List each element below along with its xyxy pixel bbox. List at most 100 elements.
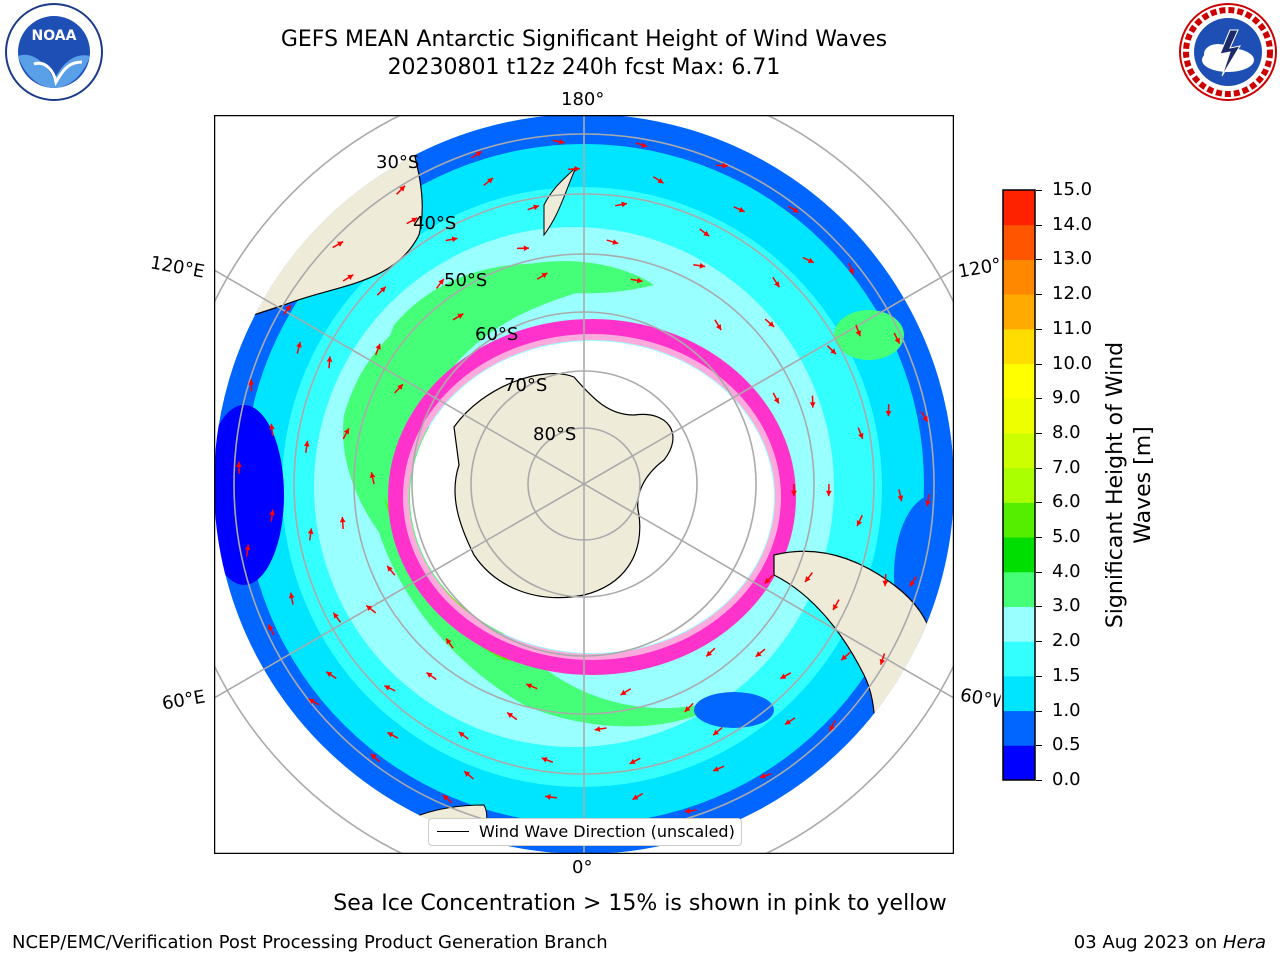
wind-arrow [791,484,797,496]
wind-arrow [772,392,780,404]
wind-arrow [342,274,354,282]
lat-label-60: 60°S [475,324,519,345]
colorbar-tick-mark [1036,363,1042,365]
wind-arrow [893,332,901,344]
wind-arrow [527,204,540,211]
wind-arrow [308,698,320,706]
wind-arrow [885,404,892,417]
wind-arrow [282,304,292,316]
colorbar-tick-mark [1036,675,1042,677]
colorbar-tick-mark [1036,467,1042,469]
wind-arrow [606,239,619,245]
colorbar-tick-label: 1.0 [1052,699,1081,721]
colorbar-bin [1003,328,1035,365]
colorbar-tick-mark [1036,571,1042,573]
wind-arrow [764,318,775,328]
wind-arrow [365,604,377,614]
wind-arrow [804,572,814,583]
wind-arrow [442,794,453,804]
wind-arrow [630,277,643,284]
colorbar-bin [1003,710,1035,746]
wind-arrow [809,395,816,408]
wind-arrow [715,162,728,169]
colorbar-bin [1003,363,1035,399]
wind-arrow [567,166,580,172]
wind-arrow [855,324,862,337]
wind-arrow [712,726,723,736]
chart-title: GEFS MEAN Antarctic Significant Height o… [280,27,888,52]
colorbar-tick-label: 5.0 [1052,526,1081,548]
colorbar-tick-label: 0.0 [1052,769,1081,790]
wind-arrow [517,245,530,252]
wind-arrow [426,671,437,681]
wind-arrow [435,278,445,289]
colorbar-tick-label: 7.0 [1052,456,1081,478]
colorbar-tick-mark [1036,780,1042,781]
colorbar-tick-label: 0.5 [1052,734,1081,756]
wind-arrow [788,205,799,214]
wind-arrow [452,313,464,321]
colorbar-tick-mark [1036,710,1042,712]
wind-arrow [699,228,710,237]
wind-arrow [445,236,458,243]
lat-label-50: 50°S [444,270,488,291]
wind-arrow [483,177,494,186]
wind-arrow [406,217,418,225]
wind-arrow [759,772,772,779]
colorbar-ticks: 0.0 0.5 1.0 1.5 2.0 3.0 4.0 5.0 6.0 7.0 8.0 9.0 10.0… [1036,0,1096,960]
wind-arrow [288,592,295,605]
wind-arrow [779,672,792,680]
wind-arrow [536,272,548,280]
wind-arrow [525,683,538,690]
colorbar-bin [1003,675,1035,712]
wind-arrow [545,794,558,800]
colorbar-bin [1003,432,1035,469]
chart-subtitle: 20230801 t12z 240h fcst Max: 6.71 [387,55,781,80]
footer-organization: NCEP/EMC/Verification Post Processing Pr… [12,932,608,953]
wind-arrow [909,576,917,587]
colorbar-tick-mark [1036,328,1042,330]
colorbar-tick-mark [1036,398,1042,400]
wind-arrow [755,648,766,658]
footer-date-text: 03 Aug 2023 on [1073,932,1223,953]
wind-arrow [387,731,399,739]
colorbar-bin [1003,571,1035,607]
colorbar-tick-label: 11.0 [1052,317,1093,339]
wind-arrow [705,647,716,658]
svg-text:NOAA: NOAA [32,28,77,44]
wind-arrow [541,757,554,763]
wind-arrow [332,612,342,623]
wind-arrow [248,379,255,392]
colorbar-tick-mark [1036,606,1042,608]
wind-arrow [629,757,641,765]
wind-arrow [848,262,854,275]
wind-arrow [369,472,376,485]
colorbar-tick-mark [1036,537,1042,539]
wind-arrow [326,356,333,369]
lat-label-70: 70°S [504,375,548,396]
wind-arrow [445,637,454,649]
lat-label-30: 30°S [376,152,420,173]
colorbar-bin [1003,537,1035,573]
wind-arrow [342,427,350,440]
wind-arrow [267,624,275,636]
wind-arrow [332,240,344,249]
wind-arrow [920,411,929,423]
colorbar-tick-mark [1036,432,1042,434]
colorbar-bin [1003,641,1035,677]
lon-label-upper-left: 120°E [148,252,207,283]
colorbar-tick-label: 3.0 [1052,595,1081,617]
lat-label-80: 80°S [533,424,577,445]
colorbar-tick-label: 6.0 [1052,491,1081,513]
colorbar-tick-mark [1036,190,1042,191]
colorbar-tick-mark [1036,502,1042,504]
wind-arrow [594,726,607,732]
colorbar-tick-mark [1036,259,1042,261]
wind-arrow [684,702,694,713]
legend-line [437,831,469,832]
wind-arrow [882,574,889,587]
colorbar-bin [1003,259,1035,295]
colorbar-tick-mark [1036,641,1042,643]
wind-arrow [714,319,722,331]
colorbar-tick-label: 4.0 [1052,560,1081,582]
